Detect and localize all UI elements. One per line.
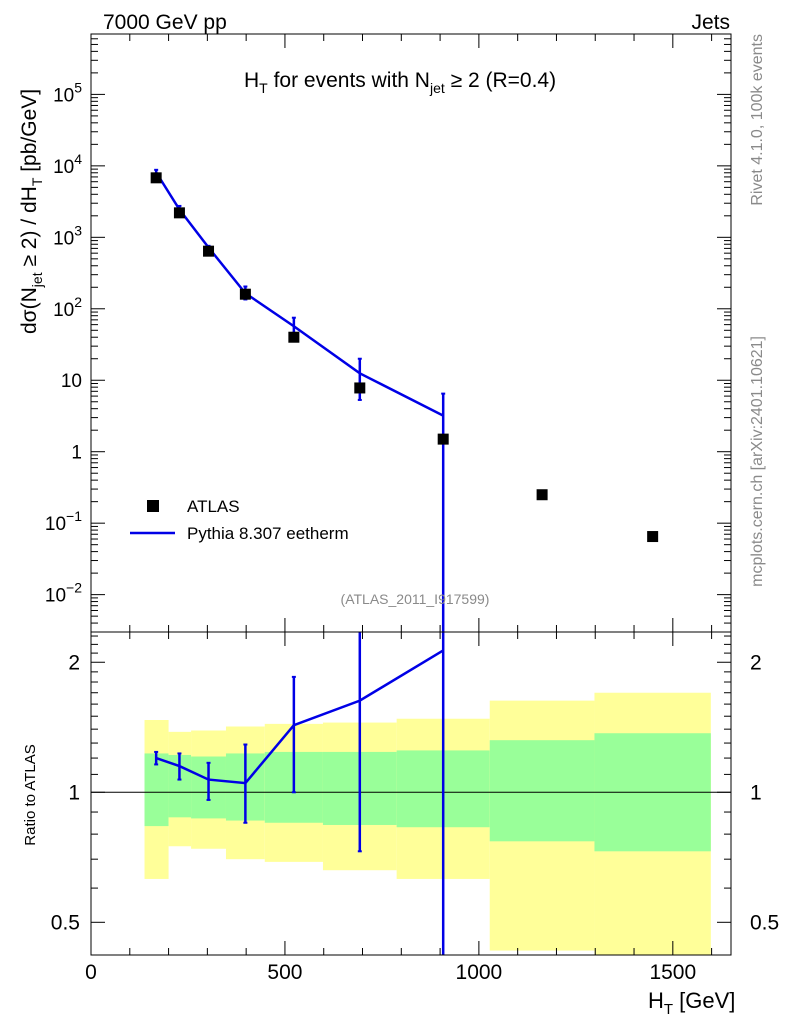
atlas-data-point [354,382,366,394]
ratio-inner-band [144,753,169,827]
legend: ATLAS Pythia 8.307 eetherm [130,497,349,543]
main-y-tick-label: 10−1 [45,508,82,535]
main-y-tick-label: 105 [53,79,82,106]
x-tick-label: 1000 [456,961,503,984]
x-tick-label: 500 [267,961,302,984]
legend-atlas-marker [147,500,159,512]
ratio-y-tick-label: 2 [68,651,80,674]
main-y-tick-labels: 10−2 10−1 1 10 102 103 104 105 [45,79,82,606]
main-y-tick-label: 102 [53,294,82,321]
main-y-tick-label: 10 [61,371,82,392]
ratio-frame [90,631,732,956]
ratio-y-tick-label-right: 2 [750,651,762,674]
atlas-data-point [239,288,251,300]
header-left: 7000 GeV pp [103,11,227,34]
ratio-inner-band [168,754,192,818]
main-y-tick-label: 103 [53,222,82,249]
main-title: HT for events with Njet ≥ 2 (R=0.4) [244,69,556,96]
ratio-y-axis-label: Ratio to ATLAS [22,744,39,845]
ratio-tick-labels: 0.5 0.5 1 1 2 2 0 500 1000 1500 [51,651,779,984]
main-y-axis-label: dσ(Njet ≥ 2) / dHT [pb/GeV] [18,89,45,334]
mcplots-label: mcplots.cern.ch [arXiv:2401.10621] [749,336,766,587]
pythia-line [155,171,444,417]
atlas-data-point [173,207,185,219]
main-y-tick-label: 1 [71,443,82,464]
atlas-data-point [203,245,215,257]
x-tick-label: 0 [85,961,97,984]
ratio-y-tick-label-right: 0.5 [750,911,779,934]
header-right: Jets [691,11,730,34]
rivet-label: Rivet 4.1.0, 100k events [749,34,766,206]
main-series [150,168,659,632]
ratio-bands [144,692,711,955]
ratio-series [154,632,445,955]
legend-pythia-label: Pythia 8.307 eetherm [187,524,349,543]
atlas-data-point [536,489,548,501]
main-panel: 10−2 10−1 1 10 102 103 104 105 HT for events wi… [18,33,732,633]
main-y-tick-label: 104 [53,151,82,178]
atlas-data-point [288,331,300,343]
ratio-panel: 0.5 0.5 1 1 2 2 0 500 1000 1500 Ratio to ATLAS HT… [22,631,779,1018]
main-y-tick-label: 10−2 [45,580,82,607]
atlas-data-point [647,531,659,543]
ratio-y-tick-label: 1 [68,781,80,804]
ratio-y-tick-label-right: 1 [750,781,762,804]
atlas-data-point [437,433,449,445]
ratio-inner-band [489,740,595,842]
analysis-watermark: (ATLAS_2011_I917599) [341,591,490,607]
atlas-data-point [150,172,162,184]
legend-atlas-label: ATLAS [187,497,240,516]
x-axis-label: HT [GeV] [648,988,735,1018]
ratio-y-tick-label: 0.5 [51,911,80,934]
x-tick-label: 1500 [649,961,696,984]
main-axis-ticks [90,33,731,633]
